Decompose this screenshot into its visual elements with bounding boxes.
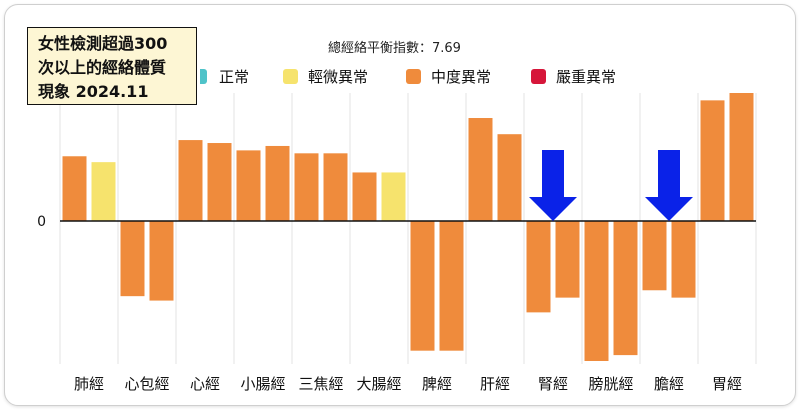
legend-swatch <box>200 69 207 84</box>
bar <box>294 153 319 221</box>
legend: 正常 輕微異常 中度異常 嚴重異常 <box>200 66 650 87</box>
legend-label: 中度異常 <box>431 68 492 86</box>
x-tick-label: 肺經 <box>74 375 104 393</box>
x-tick-label: 膀胱經 <box>588 375 633 393</box>
x-tick-label: 脾經 <box>422 375 452 393</box>
legend-label: 正常 <box>219 68 250 86</box>
balance-index-subtitle: 總經絡平衡指數：7.69 <box>328 41 461 56</box>
bar <box>381 172 406 221</box>
y-tick-label: 0 <box>37 214 46 230</box>
y-axis-ticks: 0 <box>37 214 46 230</box>
title-callout: 女性檢測超過300 次以上的經絡體質 現象 2024.11 <box>27 27 197 105</box>
legend-item-normal[interactable]: 正常 <box>200 66 249 87</box>
legend-label: 輕微異常 <box>308 68 369 86</box>
legend-item-moderate[interactable]: 中度異常 <box>406 66 491 87</box>
bar <box>526 221 551 313</box>
callout-line: 女性檢測超過300 <box>38 34 168 53</box>
bar <box>62 156 87 221</box>
bar <box>671 221 696 298</box>
bar <box>729 93 754 221</box>
legend-item-mild[interactable]: 輕微異常 <box>283 66 368 87</box>
callout-line: 現象 2024.11 <box>38 82 149 101</box>
bar <box>352 172 377 221</box>
x-tick-label: 小腸經 <box>240 375 285 393</box>
bar <box>468 118 493 221</box>
bar <box>410 221 435 351</box>
x-tick-label: 心經 <box>190 375 220 393</box>
bar <box>120 221 145 297</box>
bar <box>555 221 580 298</box>
legend-item-severe[interactable]: 嚴重異常 <box>531 66 616 87</box>
bar <box>497 134 522 221</box>
bars <box>62 93 754 361</box>
bar <box>207 143 232 221</box>
legend-label: 嚴重異常 <box>556 68 617 86</box>
bar <box>236 150 261 221</box>
arrows <box>529 150 693 221</box>
legend-swatch <box>406 69 422 84</box>
x-tick-label: 肝經 <box>480 375 510 393</box>
x-tick-label: 大腸經 <box>356 375 401 393</box>
bar <box>265 145 290 221</box>
x-tick-label: 膽經 <box>654 375 684 393</box>
bar <box>584 221 609 361</box>
bar <box>700 100 725 221</box>
bar <box>323 153 348 221</box>
x-tick-label: 心包經 <box>124 375 169 393</box>
x-tick-label: 腎經 <box>538 375 568 393</box>
legend-swatch <box>283 69 299 84</box>
x-tick-label: 胃經 <box>712 375 742 393</box>
bar <box>149 221 174 301</box>
legend-swatch <box>531 69 547 84</box>
x-axis-labels: 肺經 心包經 心經 小腸經 三焦經 大腸經 脾經 肝經 腎經 膀胱經 膽經 胃經 <box>74 375 742 393</box>
down-arrow-icon <box>529 150 577 221</box>
bar <box>642 221 667 291</box>
x-tick-label: 三焦經 <box>298 375 343 393</box>
bar <box>178 140 203 221</box>
bar <box>439 221 464 351</box>
bar <box>91 162 116 221</box>
bar <box>613 221 638 356</box>
gridlines <box>59 93 757 364</box>
down-arrow-icon <box>645 150 693 221</box>
callout-line: 次以上的經絡體質 <box>38 58 167 77</box>
